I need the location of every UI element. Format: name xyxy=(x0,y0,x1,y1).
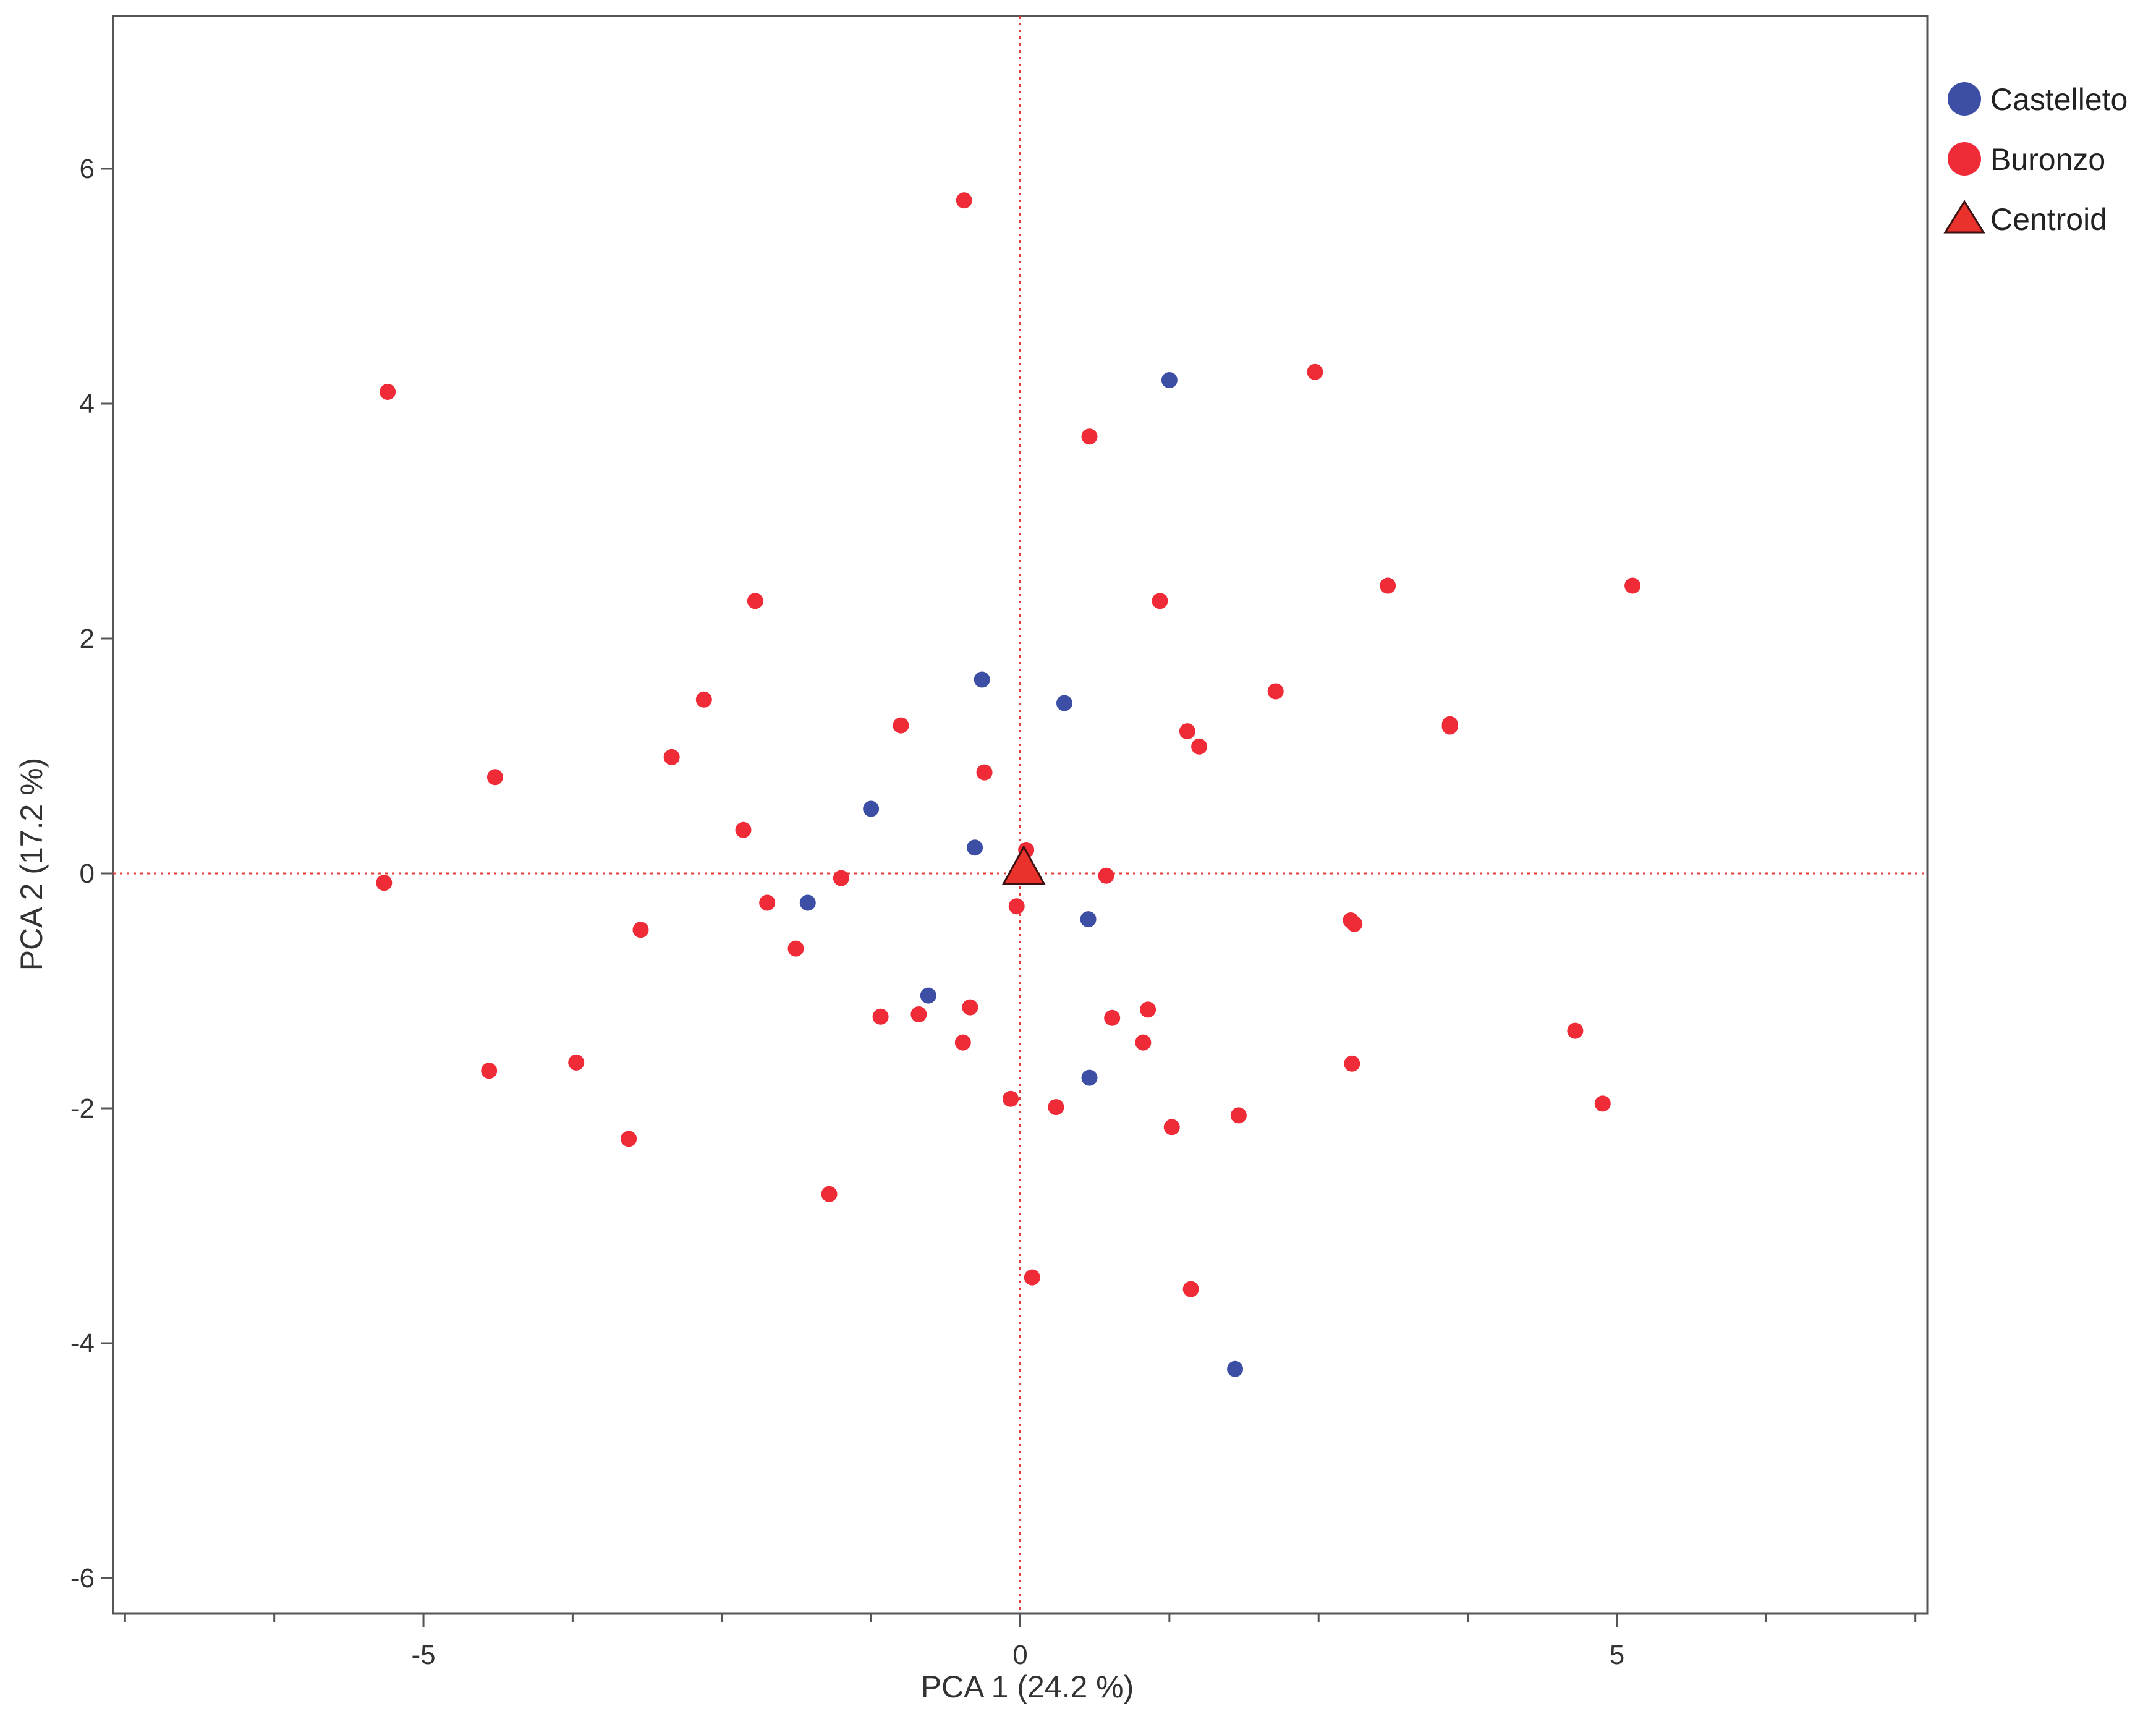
buronzo-point xyxy=(787,940,804,957)
buronzo-point xyxy=(376,875,393,891)
buronzo-point xyxy=(1307,363,1323,380)
y-tick-label: 6 xyxy=(80,154,95,184)
data-points xyxy=(376,192,1641,1377)
castelleto-point xyxy=(1080,911,1097,928)
buronzo-point xyxy=(1594,1095,1611,1112)
buronzo-point xyxy=(1081,428,1098,445)
x-tick-label: -5 xyxy=(411,1640,435,1670)
buronzo-point xyxy=(663,749,680,765)
buronzo-point xyxy=(910,1006,927,1022)
buronzo-point xyxy=(1624,577,1641,594)
castelleto-point xyxy=(1056,695,1072,711)
buronzo-point xyxy=(893,717,909,734)
buronzo-point xyxy=(1380,577,1396,594)
buronzo-point xyxy=(1267,683,1284,700)
legend-centroid-marker xyxy=(1943,200,1985,234)
buronzo-point xyxy=(976,764,993,781)
y-tick-label: -6 xyxy=(70,1563,95,1594)
buronzo-point xyxy=(962,999,978,1016)
legend-castelleto-label: Castelleto xyxy=(1990,82,2128,117)
buronzo-point xyxy=(1104,1009,1121,1026)
buronzo-point xyxy=(1048,1099,1064,1116)
buronzo-point xyxy=(759,894,776,911)
castelleto-point xyxy=(920,987,936,1004)
centroid-point xyxy=(1001,844,1046,885)
buronzo-point xyxy=(956,192,972,209)
y-tick-label: -2 xyxy=(70,1093,95,1124)
buronzo-point xyxy=(1008,898,1025,915)
castelleto-point xyxy=(1081,1069,1098,1086)
buronzo-point xyxy=(747,593,763,609)
buronzo-point xyxy=(1179,723,1195,740)
y-axis: 6 4 2 0 -2 -4 -6 xyxy=(70,154,113,1594)
buronzo-point xyxy=(380,384,396,400)
y-tick-label: -4 xyxy=(70,1328,95,1359)
buronzo-point xyxy=(1152,593,1168,609)
legend-centroid-label: Centroid xyxy=(1990,202,2107,237)
castelleto-point xyxy=(863,800,880,817)
buronzo-point xyxy=(1191,738,1208,755)
buronzo-point xyxy=(954,1034,971,1051)
y-axis-title: PCA 2 (17.2 %) xyxy=(14,758,49,971)
x-axis-title: PCA 1 (24.2 %) xyxy=(921,1670,1134,1704)
buronzo-point xyxy=(568,1054,585,1071)
y-tick-label: 4 xyxy=(80,389,95,419)
buronzo-point xyxy=(1344,1055,1360,1072)
buronzo-point xyxy=(821,1186,838,1202)
buronzo-point xyxy=(1441,718,1458,735)
legend-castelleto-marker xyxy=(1948,82,1981,116)
buronzo-point xyxy=(1230,1107,1247,1124)
y-tick-label: 0 xyxy=(80,859,95,889)
x-tick-label: 5 xyxy=(1610,1640,1624,1670)
buronzo-point xyxy=(1003,1090,1019,1107)
castelleto-point xyxy=(799,894,816,911)
castelleto-point xyxy=(1227,1360,1244,1377)
buronzo-point xyxy=(1346,915,1363,932)
buronzo-point xyxy=(1140,1001,1157,1018)
legend-buronzo-marker xyxy=(1948,142,1981,176)
buronzo-point xyxy=(735,821,752,838)
buronzo-point xyxy=(833,870,849,886)
buronzo-point xyxy=(1024,1269,1040,1286)
buronzo-point xyxy=(1163,1119,1180,1135)
reference-lines xyxy=(113,16,1927,1613)
x-tick-label: 0 xyxy=(1012,1640,1027,1670)
buronzo-point xyxy=(481,1063,498,1079)
buronzo-point xyxy=(621,1131,637,1147)
x-axis: -5 0 5 xyxy=(113,1612,1927,1670)
buronzo-point xyxy=(1135,1034,1152,1051)
buronzo-point xyxy=(1567,1022,1584,1039)
castelleto-point xyxy=(974,671,990,688)
buronzo-point xyxy=(1098,867,1114,884)
legend: Castelleto Buronzo Centroid xyxy=(1943,82,2128,237)
buronzo-point xyxy=(695,691,712,708)
castelleto-point xyxy=(1161,372,1178,388)
buronzo-point xyxy=(486,769,503,786)
buronzo-point xyxy=(872,1008,889,1025)
castelleto-point xyxy=(967,839,983,856)
buronzo-point xyxy=(632,922,649,938)
buronzo-point xyxy=(1182,1281,1199,1297)
y-tick-label: 2 xyxy=(80,624,95,654)
legend-buronzo-label: Buronzo xyxy=(1990,142,2105,177)
